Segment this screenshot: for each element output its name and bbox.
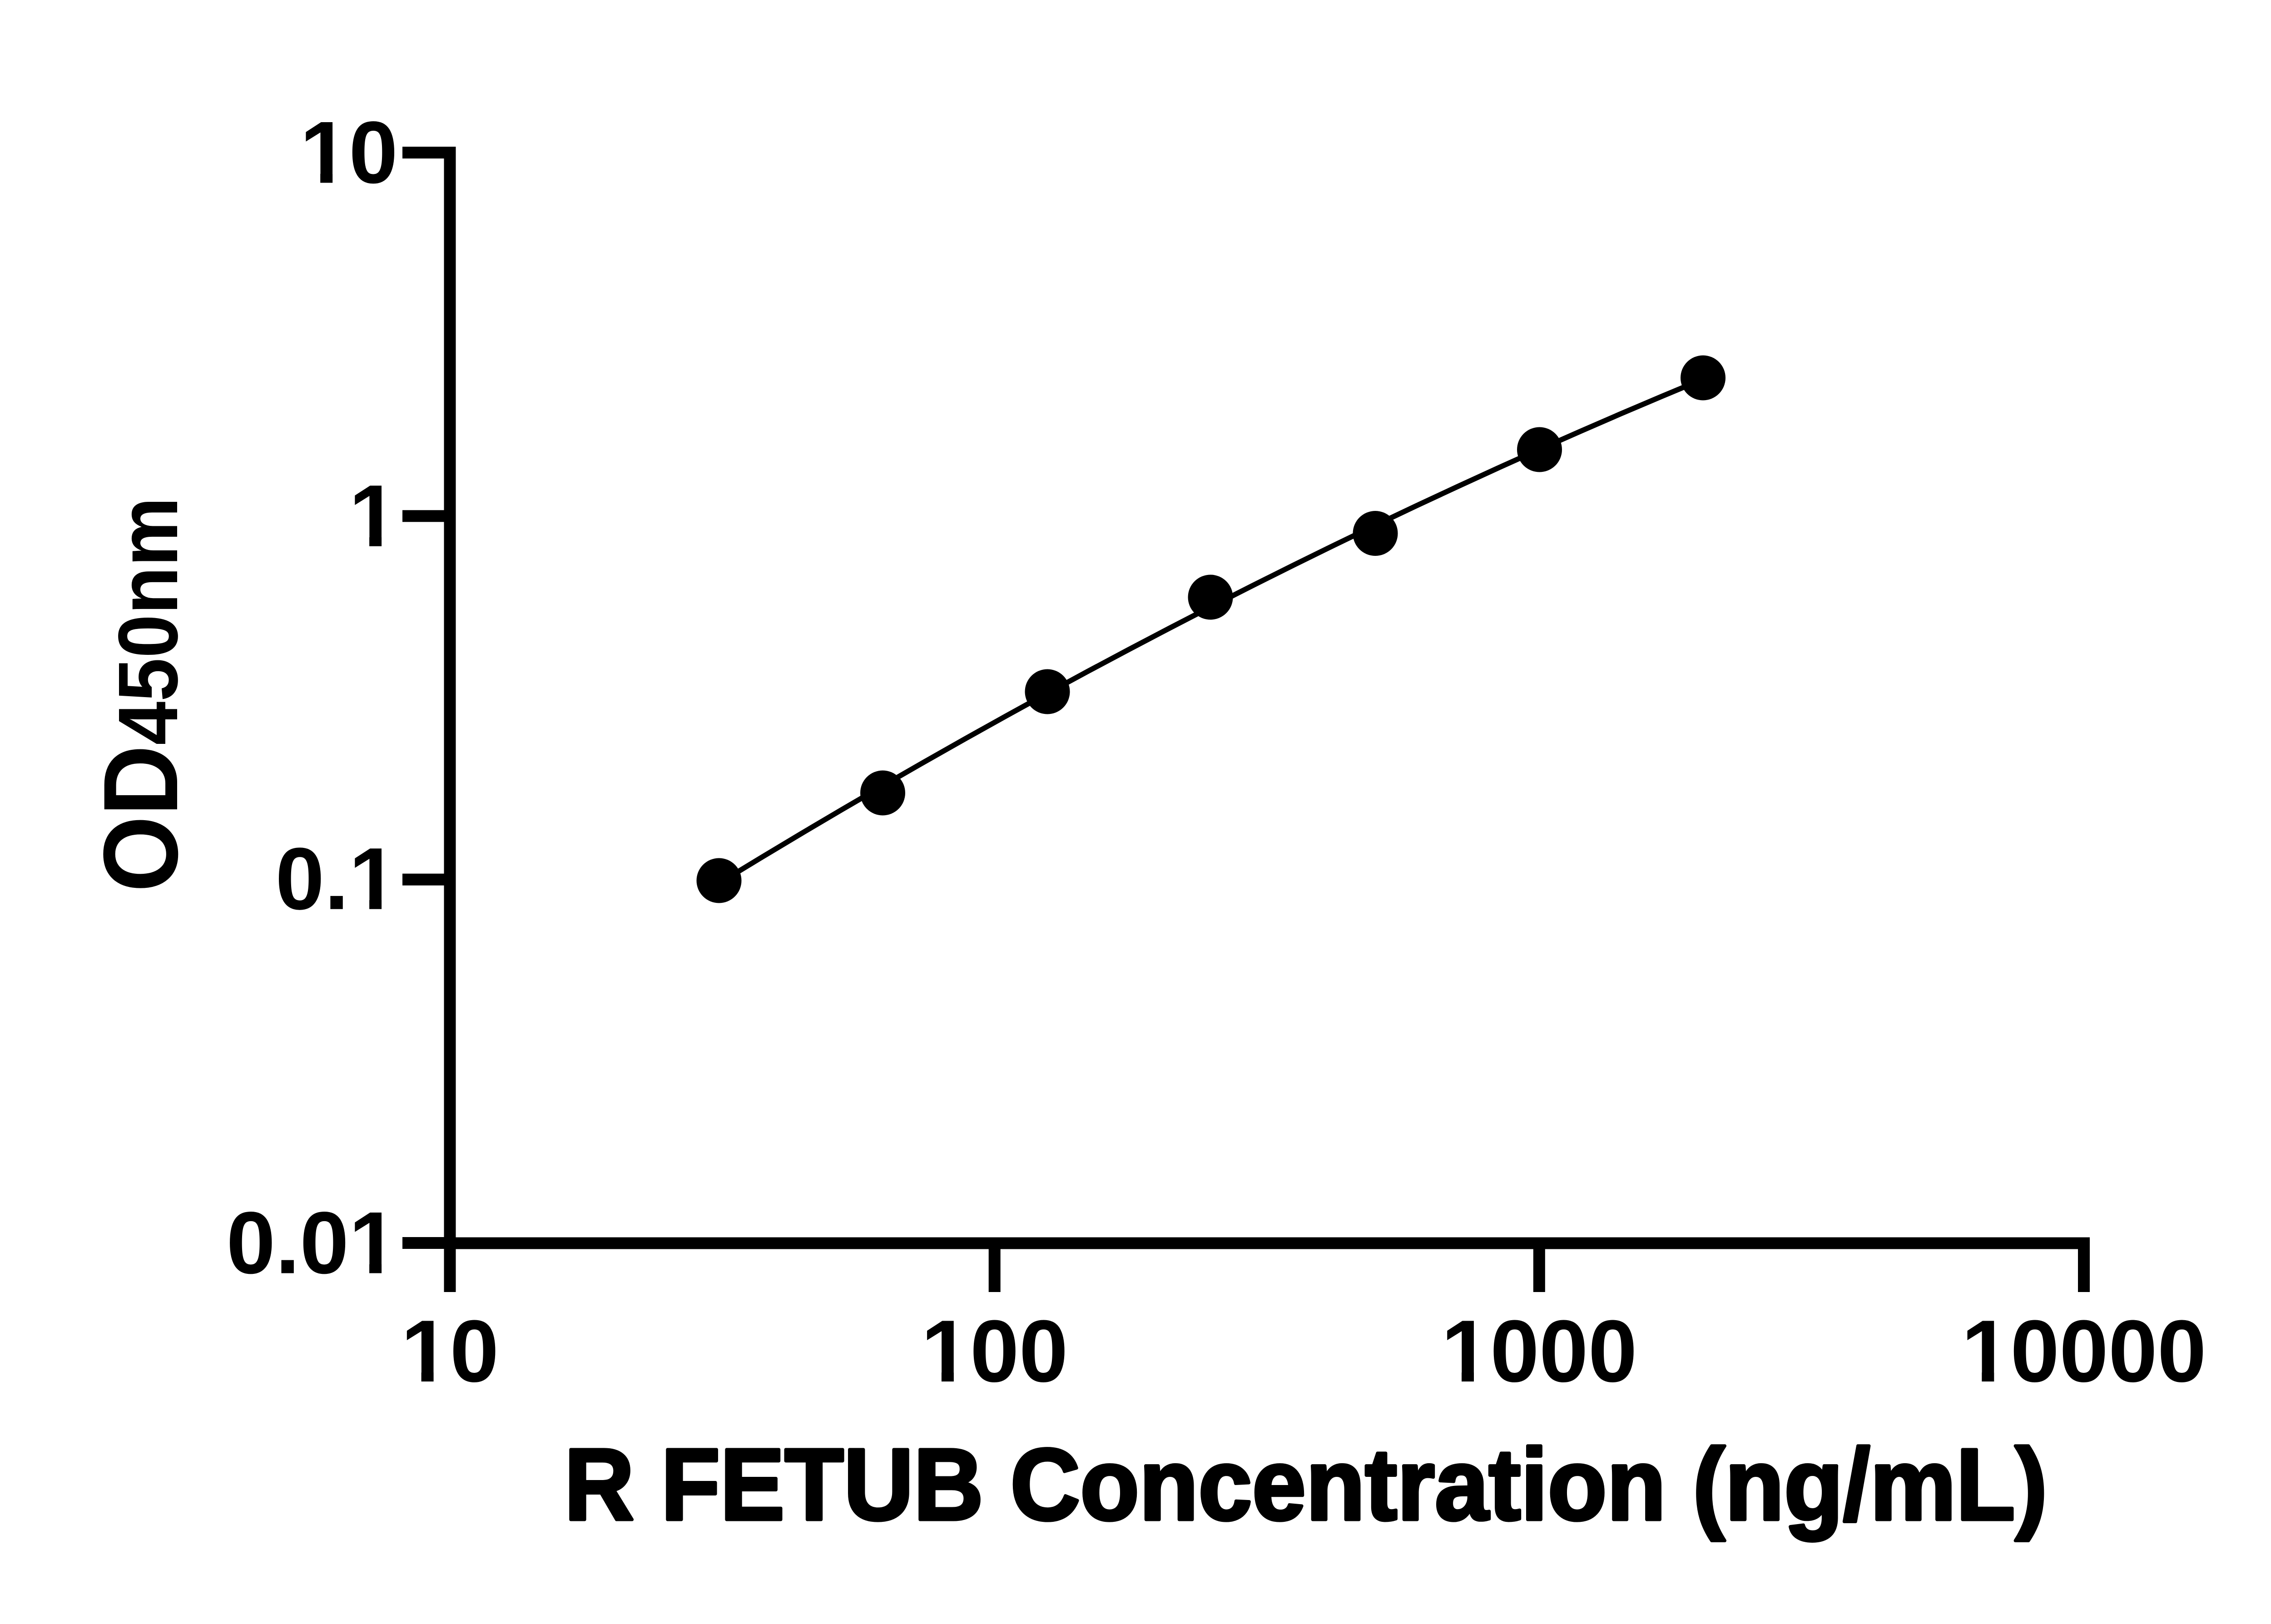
svg-text:OD450nm: OD450nm <box>81 497 199 892</box>
svg-text:1: 1 <box>349 467 398 565</box>
svg-text:10: 10 <box>300 104 398 202</box>
svg-text:R FETUB Concentration (ng/mL): R FETUB Concentration (ng/mL) <box>564 1428 2047 1541</box>
svg-text:1000: 1000 <box>1441 1302 1637 1401</box>
svg-text:10000: 10000 <box>1961 1302 2206 1401</box>
svg-text:0.1: 0.1 <box>275 830 398 928</box>
svg-text:0.01: 0.01 <box>226 1194 398 1292</box>
svg-text:10: 10 <box>401 1302 499 1401</box>
svg-text:100: 100 <box>921 1302 1068 1401</box>
